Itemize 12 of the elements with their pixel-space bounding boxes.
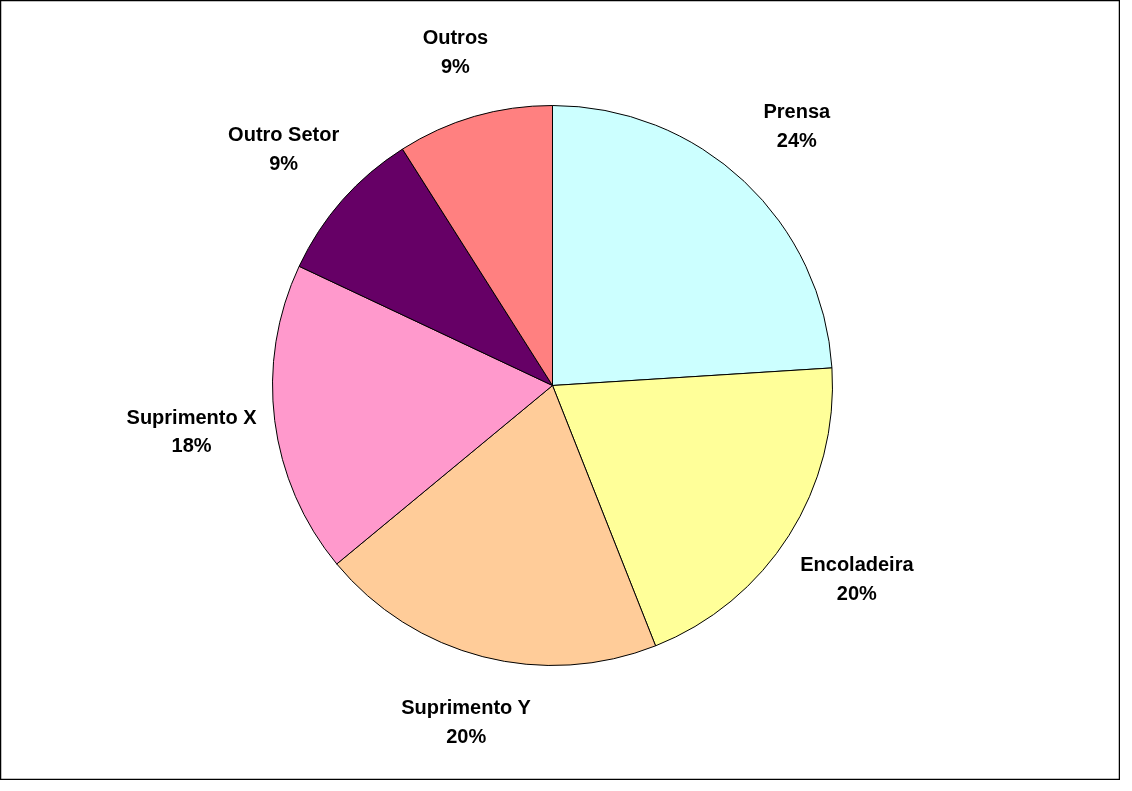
slice-label: Encoladeira (800, 553, 915, 576)
slice-label: Suprimento Y (401, 696, 532, 719)
slice-label: Outros (422, 26, 489, 49)
data-label: 20% (446, 725, 487, 748)
data-label: 18% (171, 434, 212, 457)
slice-label: Suprimento X (126, 405, 258, 428)
slice-label: Prensa (763, 100, 832, 123)
slice-label: Outro Setor (228, 123, 340, 146)
data-label: 20% (836, 581, 878, 604)
data-label: 24% (776, 128, 818, 151)
data-label: 9% (441, 54, 471, 77)
data-label: 9% (269, 151, 299, 174)
